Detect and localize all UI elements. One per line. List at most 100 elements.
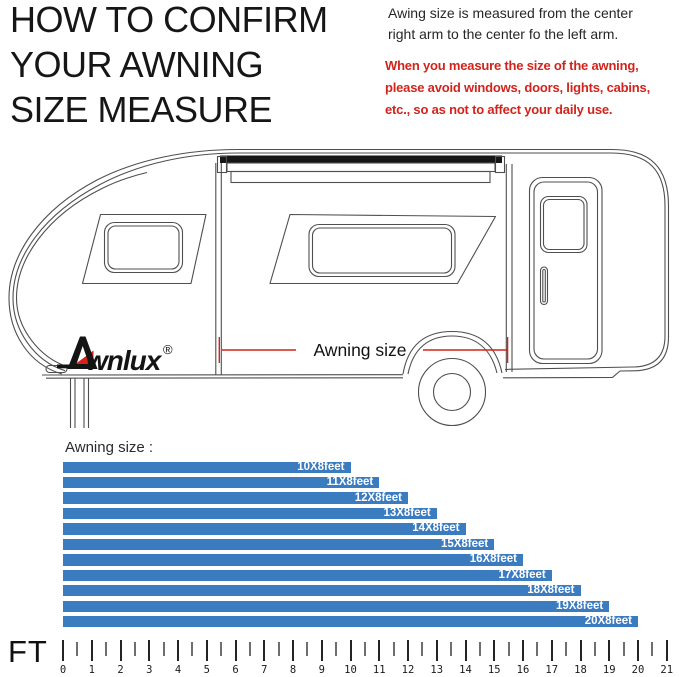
ruler-minor-tick [507,642,510,656]
ruler-tick-number: 15 [487,664,501,676]
page-title-line: HOW TO CONFIRM [10,0,328,40]
ruler-major-tick [407,640,409,661]
ruler-minor-tick [363,642,366,656]
ruler-major-tick [579,640,582,661]
chart-bar: 13X8feet [63,507,437,520]
ruler-tick-number: 13 [430,664,444,676]
ruler-minor-tick [478,642,481,656]
ruler-tick-number: 4 [174,664,182,676]
ruler-major-tick [90,640,93,661]
ruler-tick-number: 8 [289,664,297,676]
measure-annotation [218,337,509,363]
brand-text: wnlux [86,345,163,376]
logo-underline [57,364,70,369]
ruler-minor-tick [421,642,424,656]
support-leg [69,378,90,428]
ruler-minor-tick [220,642,223,656]
chart-bar: 18X8feet [63,584,581,597]
ruler-minor-tick [105,642,108,656]
axis-unit-label: FT [8,634,48,669]
ruler-major-tick [522,640,524,661]
ruler-minor-tick [306,642,309,656]
warning-line: etc., so as not to affect your daily use… [385,102,613,117]
ruler-tick-number: 11 [372,664,386,676]
mid-window [269,213,497,285]
door-window [539,195,588,254]
hitch [45,364,68,374]
ruler-minor-tick [76,642,79,656]
awning-arm-left [215,163,222,375]
bar-label: 11X8feet [326,476,374,489]
bar-label: 19X8feet [555,599,604,612]
ruler-major-tick [608,640,611,661]
chart-bar: 10X8feet [63,460,351,473]
warning-line: When you measure the size of the awning, [385,58,639,73]
brand-logo: wnlux ® [57,336,173,376]
ruler-major-tick [320,640,323,661]
chart-bar: 20X8feet [63,615,638,628]
ruler-tick-number: 17 [545,664,559,676]
awning-assembly [215,155,513,375]
awning-fabric [226,162,496,173]
ruler-minor-tick [392,642,395,656]
ruler-tick-number: 1 [88,664,95,676]
wheel [402,330,503,427]
ruler-tick-number: 10 [344,664,357,676]
bar-label: 10X8feet [297,460,345,473]
ruler-major-tick [349,640,352,661]
ruler-minor-tick [277,642,280,656]
chart-title: Awning size : [65,439,154,456]
ruler-major-tick [62,640,64,661]
ruler-major-tick [205,640,208,661]
chart-bar: 17X8feet [63,568,552,582]
ruler-tick-number: 3 [146,664,153,676]
trailer-diagram: Awning size wnlux ® [8,148,670,428]
warning-text: When you measure the size of the awning,… [385,55,650,121]
ruler-tick-number: 9 [318,664,325,676]
chart-bar: 14X8feet [63,523,466,535]
ruler-minor-tick [593,642,596,656]
ruler-tick-number: 20 [631,664,645,676]
ruler-tick-number: 12 [401,664,415,676]
ruler-minor-tick [191,642,194,656]
ruler-minor-tick [622,642,625,656]
bar-label: 17X8feet [498,568,546,581]
ruler-major-tick [464,640,467,661]
ruler-minor-tick [248,642,251,656]
ruler-major-tick [148,640,151,661]
measure-label: Awning size [313,340,406,360]
ruler-tick-number: 14 [459,664,472,676]
chart-bar: 11X8feet [63,476,380,489]
ruler-major-tick [665,640,668,661]
wheel-fender [402,330,503,375]
bar-label: 13X8feet [383,507,431,520]
measure-note: Awing size is measured from the center r… [388,3,633,45]
chart-bar: 12X8feet [63,492,408,504]
ruler-minor-tick [162,642,165,656]
ruler-minor-tick [335,642,338,656]
ruler-tick-number: 7 [261,664,268,676]
ruler-major-tick [234,640,237,661]
bar-label: 20X8feet [584,615,632,628]
bar-label: 18X8feet [527,584,575,597]
ruler-tick-number: 19 [602,664,616,676]
logo-a-mark-icon [67,336,98,369]
door [528,176,603,365]
chart-bar: 15X8feet [63,538,495,551]
awning-size-chart: Awning size : 10X8feet 11X8feet 12X8feet 13… [0,436,679,677]
door-handle [539,266,549,306]
measure-note-line: Awing size is measured from the center [388,5,633,21]
ruler-minor-tick [651,642,654,656]
measure-note-line: right arm to the center fo the left arm. [388,26,619,42]
page-title-line: YOUR AWNING [10,44,264,85]
ruler-tick-number: 16 [516,664,530,676]
ruler-minor-tick [536,642,539,656]
ruler-major-tick [378,640,381,661]
chart-bar: 19X8feet [63,599,610,612]
ruler-minor-tick [565,642,568,656]
awning-roller [220,155,502,163]
ruler-major-tick [263,640,266,661]
ruler-tick-number: 0 [59,664,67,676]
ruler-major-tick [550,640,553,661]
awning-bracket-right [494,155,506,174]
